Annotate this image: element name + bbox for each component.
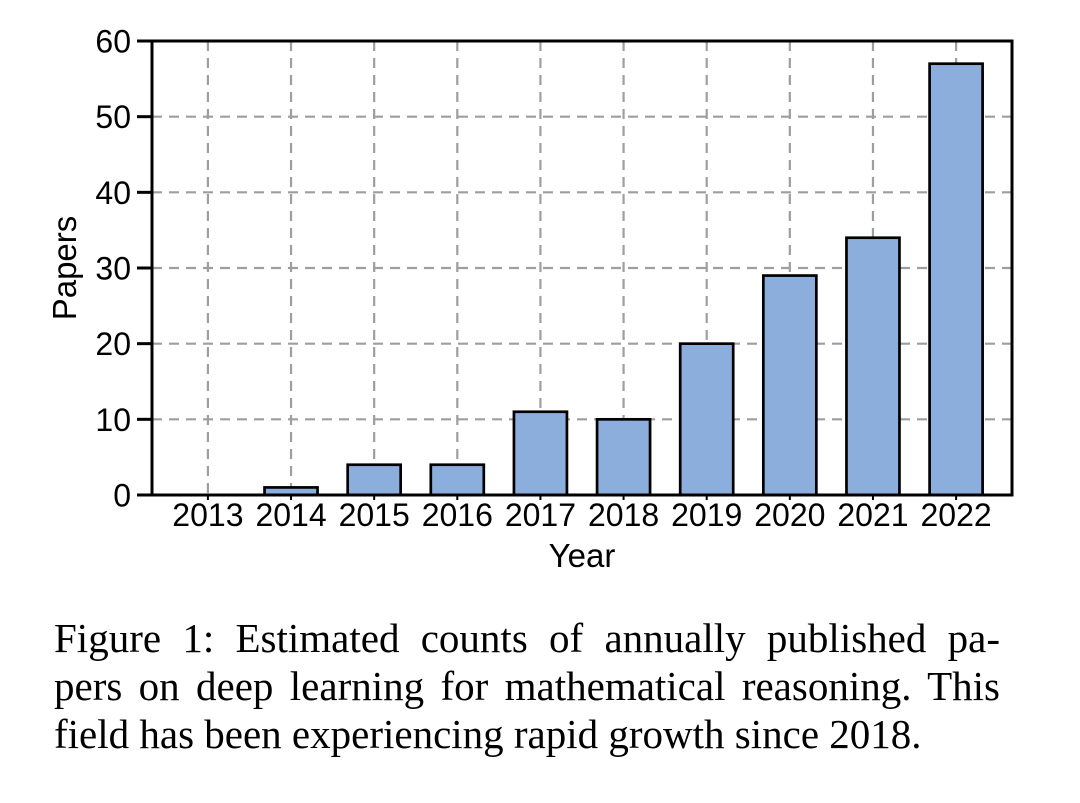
bar-layer (263, 62, 984, 497)
bar-2016 (429, 463, 486, 497)
axes-layer (137, 39, 1014, 500)
x-tick-label-2018: 2018 (588, 497, 659, 533)
bar-2021 (845, 236, 901, 497)
bar-2018 (595, 417, 652, 497)
x-tick-label-2020: 2020 (754, 497, 825, 533)
x-tick-label-2021: 2021 (837, 497, 908, 533)
y-axis-label: Papers (46, 216, 83, 321)
y-tick-label-50: 50 (95, 99, 131, 135)
x-tick-label-2015: 2015 (339, 497, 410, 533)
papers-per-year-bar-chart: 0 10 20 30 40 50 60 2013 2014 2015 2016 2017 2018 201… (46, 24, 1014, 574)
figure-caption: Figure 1: Estimated counts of annually p… (54, 614, 1000, 758)
bar-2017 (512, 410, 569, 497)
x-tick-label-2022: 2022 (921, 497, 992, 533)
caption-line-2: pers on deep learning for mathematical r… (54, 663, 1000, 709)
y-tick-label-30: 30 (95, 251, 131, 287)
y-tick-label-0: 0 (113, 478, 131, 514)
x-tick-label-2019: 2019 (671, 497, 742, 533)
bar-2015 (346, 463, 403, 497)
x-tick-label-2017: 2017 (505, 497, 576, 533)
x-axis-label: Year (549, 537, 616, 574)
y-tick-label-40: 40 (95, 175, 131, 211)
y-tick-label-10: 10 (95, 402, 131, 438)
x-tick-label-2013: 2013 (172, 497, 243, 533)
bar-2019 (678, 342, 735, 497)
x-tick-label-2016: 2016 (422, 497, 493, 533)
bar-2022 (928, 62, 984, 497)
tick-label-layer: 0 10 20 30 40 50 60 2013 2014 2015 2016 2017 2018 201… (95, 24, 991, 534)
x-tick-label-2014: 2014 (255, 497, 326, 533)
bar-2020 (761, 274, 818, 497)
caption-line-1: Figure 1: Estimated counts of annually p… (54, 615, 1000, 661)
y-tick-label-20: 20 (95, 326, 131, 362)
y-tick-label-60: 60 (95, 24, 131, 60)
caption-line-3: field has been experiencing rapid growth… (54, 711, 922, 757)
